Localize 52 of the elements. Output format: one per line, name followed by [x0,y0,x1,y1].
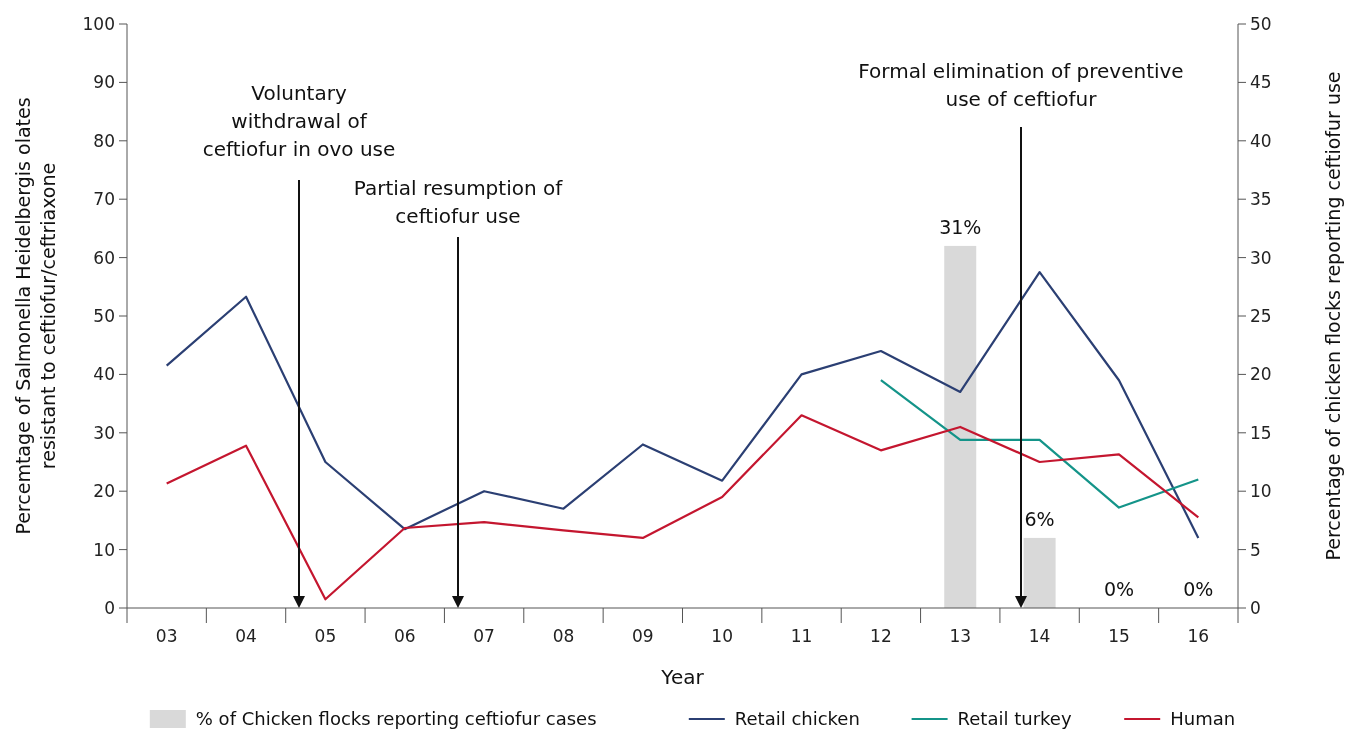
y-tick-label: 40 [93,364,115,385]
x-tick-label: 10 [711,626,733,646]
y-tick-label: 100 [82,14,115,34]
x-tick-label: 05 [314,626,337,646]
x-tick-label: 12 [870,626,892,646]
y2-tick-label: 35 [1250,189,1272,210]
x-tick-label: 06 [393,626,416,646]
y2-axis-title: Percentage of chicken flocks reporting ceftiofur use [1322,71,1344,561]
y2-tick-label: 5 [1250,539,1261,560]
data-label: 0% [1183,578,1214,600]
y2-tick-label: 30 [1250,247,1272,268]
y-tick-label: 80 [93,130,115,151]
y-tick-label: 60 [93,247,115,268]
data-label: 0% [1103,578,1135,600]
y2-tick-label: 40 [1250,130,1272,151]
y2-tick-label: 50 [1250,14,1272,34]
y-tick-label: 70 [93,189,115,210]
x-tick-label: 14 [1028,626,1051,646]
x-tick-label: 04 [235,626,257,646]
y-tick-label: 0 [104,598,115,618]
legend-label: Retail chicken [734,708,860,729]
y-tick-label: 20 [93,481,115,502]
x-axis-title: Year [660,665,705,689]
x-tick-label: 07 [473,626,495,646]
x-tick-label: 08 [552,626,575,646]
y-tick-label: 30 [93,422,115,443]
y-tick-label: 90 [93,72,115,93]
data-label: 6% [1024,507,1055,530]
y2-tick-label: 20 [1250,364,1272,385]
annotation: Formal elimination of preventive use of ceftiofur [858,59,1184,111]
x-tick-label: 03 [155,626,178,646]
y2-tick-label: 45 [1250,72,1272,93]
x-tick-label: 11 [790,626,813,646]
legend-label: % of Chicken flocks reporting ceftiofur cases [195,708,597,729]
y2-tick-label: 25 [1250,306,1272,326]
x-tick-label: 09 [632,626,654,646]
x-tick-label: 16 [1187,626,1210,646]
x-tick-label: 15 [1108,626,1130,646]
y2-tick-label: 0 [1250,598,1261,618]
legend-label: Retail turkey [957,708,1072,729]
line-series [165,271,1200,540]
y-tick-label: 10 [93,539,115,560]
y-tick-label: 50 [93,306,115,326]
legend-label: Human [1170,708,1236,729]
line-series [879,379,1200,509]
annotation: Voluntary withdrawal of ceftiofur in ovo use [202,81,396,161]
y-axis-title: Percemtage of Salmonella Heidelbergis olates resistant to ceftiofur/ceftriaxone [12,97,59,535]
data-label: 31% [939,215,982,238]
y2-tick-label: 15 [1250,422,1272,443]
x-tick-label: 13 [949,626,972,646]
annotation: Partial resumption of ceftiofur use [353,176,564,228]
y2-tick-label: 10 [1250,481,1272,502]
